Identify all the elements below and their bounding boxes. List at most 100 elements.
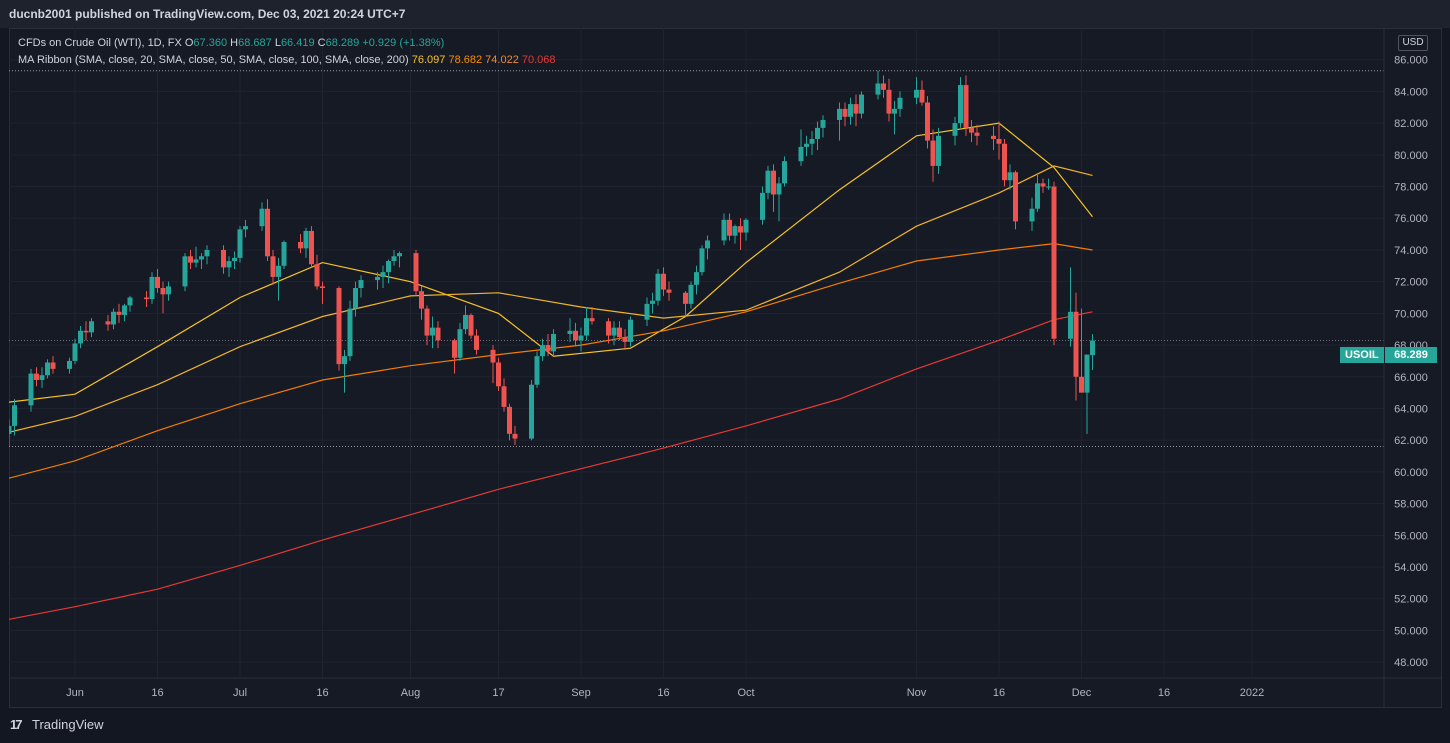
candle-up <box>1029 197 1035 231</box>
candle-body <box>430 327 435 336</box>
symbol-legend-row[interactable]: CFDs on Crude Oil (WTI), 1D, FX O67.360 … <box>18 35 556 52</box>
candle-down <box>842 102 848 127</box>
candle-up <box>875 70 881 100</box>
candle-body <box>1035 183 1040 209</box>
candle-down <box>419 286 424 320</box>
candle-body <box>738 226 743 233</box>
time-axis[interactable]: Jun 16 Jul 16 Aug 17 Sep 16 Oct Nov 16 Dec 16 2022 <box>9 677 1442 699</box>
currency-badge[interactable]: USD <box>1398 35 1428 51</box>
candle-up <box>28 368 34 412</box>
chart-frame[interactable] <box>9 28 1442 708</box>
candle-body <box>182 256 188 287</box>
candle-down <box>298 234 303 254</box>
candle-body <box>622 337 628 342</box>
candle-down <box>996 121 1002 160</box>
candle-body <box>468 314 474 336</box>
candle-down <box>116 303 122 323</box>
candle-down <box>853 94 859 127</box>
x-tick-label: Jul <box>233 687 247 699</box>
publisher-bar: ducnb2001 published on TradingView.com, … <box>0 0 1450 28</box>
candle-body <box>694 272 699 285</box>
candle-body <box>782 161 787 184</box>
candle-down <box>666 281 672 301</box>
candle-body <box>837 108 842 120</box>
candle-down <box>683 291 688 315</box>
candle-body <box>1040 183 1046 187</box>
candle-body <box>936 135 941 166</box>
candle-down <box>930 129 936 182</box>
candle-up <box>628 316 633 347</box>
candle-up <box>111 308 116 330</box>
candle-down <box>919 80 925 106</box>
candle-up <box>705 235 710 260</box>
candle-up <box>243 219 248 238</box>
sma200-line <box>9 311 1093 620</box>
chart-legend: CFDs on Crude Oil (WTI), 1D, FX O67.360 … <box>18 35 556 69</box>
candle-body <box>573 330 578 341</box>
candle-down <box>188 249 193 269</box>
candle-body <box>166 286 171 295</box>
candle-body <box>72 343 78 361</box>
candle-body <box>1079 376 1084 393</box>
price-chart[interactable]: 86.000 84.000 82.000 80.000 78.000 76.000 74.0… <box>9 28 1442 708</box>
candle-body <box>226 261 232 268</box>
candle-body <box>567 330 573 334</box>
candle-body <box>617 327 622 338</box>
candle-up <box>78 326 83 349</box>
x-tick-label: 16 <box>657 687 669 699</box>
last-price-value-tag: 68.289 <box>1385 347 1437 363</box>
candle-up <box>1007 164 1013 190</box>
candle-up <box>897 91 903 117</box>
candle-down <box>589 307 595 325</box>
candle-up <box>1068 267 1073 347</box>
candle-body <box>578 335 584 341</box>
candle-up <box>12 398 17 436</box>
candle-up <box>837 102 842 141</box>
candle-down <box>606 318 611 344</box>
candle-body <box>496 362 501 387</box>
candle-body <box>776 183 782 195</box>
candle-up <box>67 357 72 374</box>
candle-down <box>309 226 314 268</box>
candle-up <box>182 253 188 292</box>
footer <box>0 708 1450 743</box>
candle-body <box>270 256 276 277</box>
candle-body <box>875 83 881 95</box>
candle-body <box>380 272 386 277</box>
candle-down <box>991 126 996 151</box>
candle-down <box>468 313 474 339</box>
candle-up <box>1090 334 1095 371</box>
reference-lines <box>9 70 1384 448</box>
candle-body <box>259 208 265 227</box>
candle-up <box>914 77 919 105</box>
y-tick-label: 58.000 <box>1394 499 1428 511</box>
candle-up <box>551 329 556 357</box>
candle-body <box>336 288 342 365</box>
ma50-value: 78.682 <box>448 54 483 66</box>
candle-up <box>611 321 617 346</box>
candle-down <box>573 322 578 347</box>
y-tick-label: 48.000 <box>1394 657 1428 669</box>
candle-body <box>353 288 358 309</box>
candle-up <box>760 186 765 225</box>
x-tick-label: Jun <box>66 687 84 699</box>
candle-body <box>732 226 738 236</box>
ma-legend-row[interactable]: MA Ribbon (SMA, close, 20, SMA, close, 5… <box>18 52 556 69</box>
candle-body <box>474 335 479 350</box>
candlesticks <box>9 70 1095 447</box>
moving-average-ribbon <box>9 122 1093 620</box>
candle-body <box>243 226 248 230</box>
candle-body <box>859 94 864 114</box>
price-axis[interactable]: 86.000 84.000 82.000 80.000 78.000 76.000 74.0… <box>1383 28 1428 708</box>
low-label: L <box>274 37 281 49</box>
candle-body <box>958 85 963 124</box>
tradingview-logo[interactable]: 17 TradingView <box>10 717 104 732</box>
candle-up <box>386 259 391 284</box>
candle-body <box>1090 340 1095 356</box>
candle-up <box>892 100 897 135</box>
candle-body <box>111 311 116 325</box>
candle-up <box>815 121 820 151</box>
x-tick-label: Aug <box>401 687 421 699</box>
candle-up <box>237 226 243 263</box>
candle-body <box>105 321 111 325</box>
